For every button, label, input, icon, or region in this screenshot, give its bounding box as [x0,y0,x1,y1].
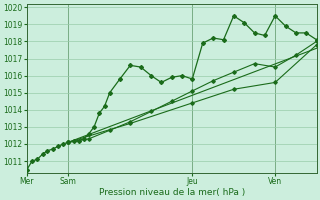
X-axis label: Pression niveau de la mer( hPa ): Pression niveau de la mer( hPa ) [99,188,245,197]
